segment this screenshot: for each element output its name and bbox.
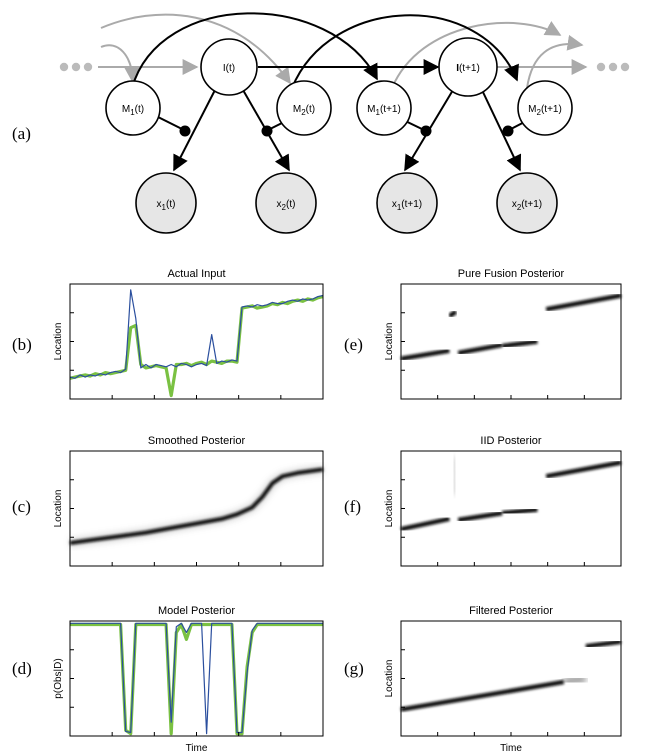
panel-c: (c) Smoothed Posterior Location (12, 435, 324, 567)
svg-text:M1(t): M1(t) (122, 104, 144, 117)
posterior-segment-f-0 (400, 516, 450, 532)
panel-e: (e) Pure Fusion Posterior Location (344, 268, 622, 400)
axes-frame-g (400, 620, 622, 737)
panel-label-d: (d) (12, 659, 32, 678)
panel-g: (g) Filtered Posterior Location Time (344, 605, 622, 754)
posterior-segment-f-3 (545, 460, 622, 479)
plot-data-b (69, 289, 324, 398)
x-axis-label-g: Time (500, 743, 522, 754)
axis-ticks-g (401, 649, 585, 736)
posterior-segment-g-0 (400, 679, 565, 712)
plot-title-d: Model Posterior (158, 605, 235, 617)
svg-text:I(t+1): I(t+1) (456, 63, 480, 74)
modulation-dots (179, 125, 514, 137)
node-I-t1: I(t+1) (438, 37, 498, 97)
plot-title-e: Pure Fusion Posterior (458, 268, 565, 280)
y-axis-label-c: Location (53, 490, 64, 528)
posterior-segment-g-1 (563, 674, 587, 687)
series-line-d-0 (70, 622, 323, 736)
node-I-t: I(t) (200, 38, 258, 96)
plot-panels: (b) Actual Input Location (c) Smoothed Poste… (12, 268, 622, 754)
axis-ticks-b (70, 312, 282, 399)
svg-text:M2(t): M2(t) (293, 104, 315, 117)
posterior-segment-e-2 (457, 342, 503, 356)
y-axis-label-e: Location (384, 323, 395, 361)
posterior-band-c (69, 467, 324, 545)
svg-text:x1(t): x1(t) (157, 199, 176, 212)
panel-label-a: (a) (12, 124, 31, 143)
plot-data-f (400, 456, 622, 564)
plot-title-b: Actual Input (167, 268, 225, 280)
graphical-model-diagram: (a) (12, 12, 630, 234)
x-axis-label-d: Time (186, 743, 208, 754)
plot-data-d (70, 622, 323, 736)
panel-label-b: (b) (12, 335, 32, 354)
node-x2-t: x2(t) (255, 172, 317, 234)
y-axis-label-f: Location (384, 490, 395, 528)
grey-edges (98, 13, 588, 89)
posterior-segment-e-3 (501, 339, 538, 349)
series-line-b-1 (69, 289, 324, 379)
plot-title-c: Smoothed Posterior (148, 435, 246, 447)
svg-text:I(t): I(t) (223, 63, 235, 74)
panel-d: (d) Model Posterior p(Obs|D) Time (12, 605, 324, 754)
panel-label-c: (c) (12, 497, 31, 516)
node-x1-t1: x1(t+1) (376, 172, 438, 234)
axes-frame-c (69, 450, 324, 567)
posterior-segment-e-4 (545, 293, 622, 312)
node-x1-t: x1(t) (135, 172, 197, 234)
axis-ticks-d (70, 649, 282, 736)
plot-title-f: IID Posterior (480, 435, 541, 447)
posterior-halo-c (69, 464, 324, 548)
axis-ticks-e (401, 312, 585, 399)
axes-frame-b (69, 283, 324, 400)
ellipsis-right-icon (596, 62, 630, 72)
svg-text:x2(t+1): x2(t+1) (512, 199, 542, 212)
panel-f: (f) IID Posterior Location (344, 435, 622, 567)
axes-frame-d (69, 620, 324, 737)
plot-data-e (400, 293, 622, 361)
posterior-segment-e-1 (448, 309, 458, 319)
plot-data-g (400, 639, 622, 712)
y-axis-label-g: Location (384, 660, 395, 698)
axis-ticks-c (70, 479, 282, 566)
y-axis-label-b: Location (53, 323, 64, 361)
node-M2-t1: M2(t+1) (517, 80, 573, 136)
y-axis-label-d: p(Obs|D) (53, 658, 64, 698)
plot-title-g: Filtered Posterior (469, 605, 553, 617)
posterior-segment-g-2 (585, 639, 622, 649)
plot-data-c (69, 464, 324, 548)
node-x2-t1: x2(t+1) (496, 172, 558, 234)
ellipsis-left-icon (59, 62, 93, 72)
posterior-segment-e-0 (400, 348, 450, 361)
svg-text:M2(t+1): M2(t+1) (528, 104, 562, 117)
panel-label-f: (f) (344, 497, 361, 516)
svg-text:x1(t+1): x1(t+1) (392, 199, 422, 212)
posterior-segment-f-2 (501, 507, 538, 516)
panel-label-e: (e) (344, 335, 363, 354)
axis-ticks-f (401, 479, 585, 566)
posterior-ghost-f (452, 456, 457, 495)
node-M1-t: M1(t) (105, 80, 161, 136)
node-M1-t1: M1(t+1) (356, 80, 412, 136)
panel-label-g: (g) (344, 659, 364, 678)
panel-b: (b) Actual Input Location (12, 268, 324, 400)
svg-text:x2(t): x2(t) (277, 199, 296, 212)
node-M2-t: M2(t) (276, 80, 332, 136)
svg-text:M1(t+1): M1(t+1) (367, 104, 401, 117)
series-line-d-1 (70, 622, 323, 735)
series-line-b-0 (69, 295, 324, 398)
posterior-segment-f-1 (457, 510, 503, 523)
